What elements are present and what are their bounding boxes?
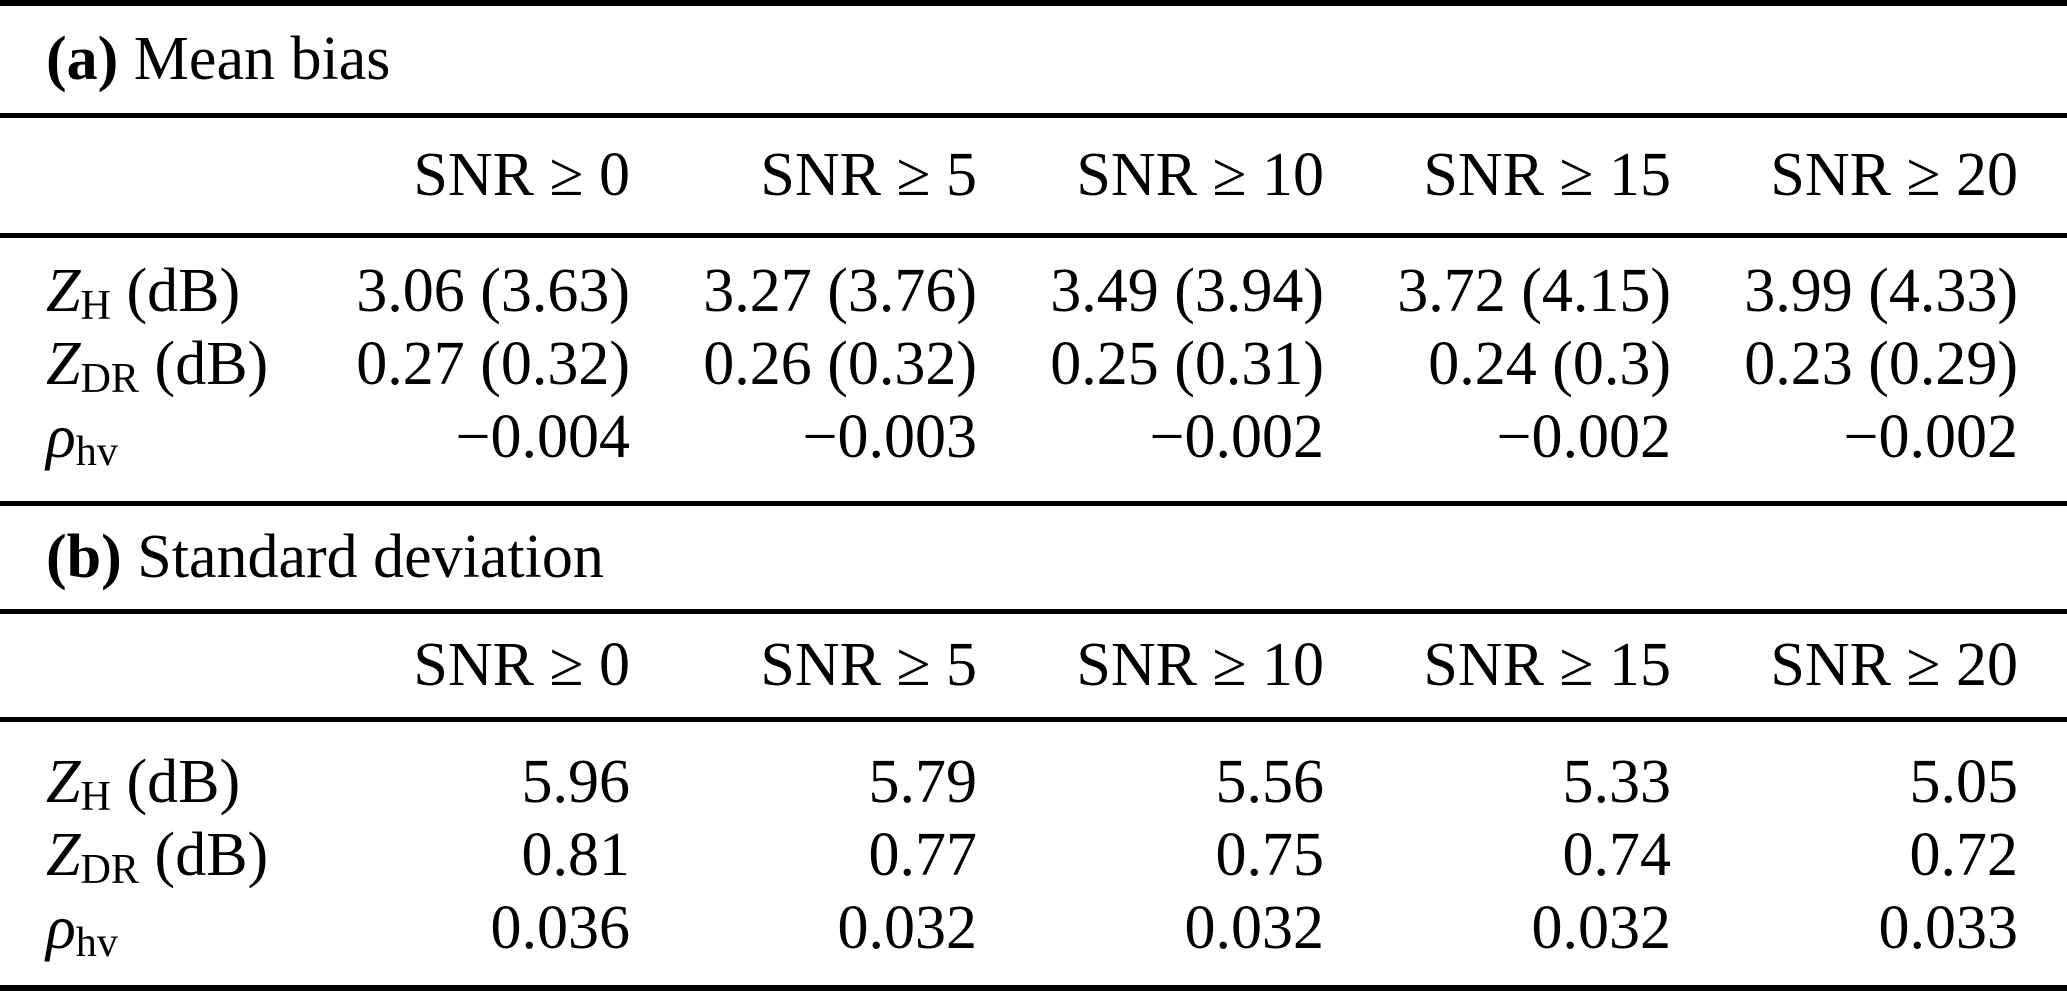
section-a-label: Mean bias [118, 25, 391, 93]
column-header-snr20: SNR ≥ 20 [1770, 631, 2018, 699]
section-a-rule-below-header [0, 233, 2067, 238]
table-row-zh-b: ZH (dB) 5.96 5.79 5.56 5.33 5.05 [0, 746, 2018, 819]
cell-value: 0.036 [490, 894, 631, 962]
cell-value: 0.26 (0.32) [703, 330, 977, 398]
table-row-rhohv-a: ρhv −0.004 −0.003 −0.002 −0.002 −0.002 [0, 401, 2018, 474]
cell-value: 5.33 [1562, 748, 1672, 816]
cell-value: 0.24 (0.3) [1428, 330, 1671, 398]
row-label-unit: (dB) [139, 330, 269, 398]
row-label-zh: ZH (dB) [0, 256, 330, 327]
section-b-label: Standard deviation [121, 523, 604, 591]
column-header-snr10: SNR ≥ 10 [1076, 631, 1324, 699]
cell-value: 0.72 [1909, 821, 2019, 889]
variable-subscript: H [80, 281, 111, 329]
cell-value: 3.72 (4.15) [1397, 257, 1671, 325]
section-b-title: (b) Standard deviation [0, 506, 2067, 609]
variable-subscript: DR [80, 354, 140, 402]
table-row-zh-a: ZH (dB) 3.06 (3.63) 3.27 (3.76) 3.49 (3.… [0, 255, 2018, 328]
cell-value: 0.74 [1562, 821, 1672, 889]
variable-subscript: H [80, 772, 111, 820]
row-label-zdr: ZDR (dB) [0, 820, 330, 891]
cell-value: 0.23 (0.29) [1744, 330, 2018, 398]
cell-value: 0.77 [868, 821, 978, 889]
row-label-unit: (dB) [110, 748, 241, 816]
section-a-tag: (a) [46, 25, 119, 93]
row-label-zdr: ZDR (dB) [0, 329, 330, 400]
cell-value: 5.79 [868, 748, 978, 816]
cell-value: −0.004 [455, 403, 630, 471]
row-label-rhohv: ρhv [0, 893, 330, 964]
column-header-snr15: SNR ≥ 15 [1423, 631, 1671, 699]
bottom-rule [0, 985, 2067, 991]
column-header-snr0: SNR ≥ 0 [413, 631, 630, 699]
column-header-snr10: SNR ≥ 10 [1076, 141, 1324, 209]
section-b-header-row: SNR ≥ 0 SNR ≥ 5 SNR ≥ 10 SNR ≥ 15 SNR ≥ … [0, 614, 2018, 717]
table-row-zdr-b: ZDR (dB) 0.81 0.77 0.75 0.74 0.72 [0, 819, 2018, 892]
cell-value: 0.81 [521, 821, 631, 889]
cell-value: −0.002 [1843, 403, 2018, 471]
variable-symbol: Z [46, 821, 81, 889]
cell-value: 0.032 [837, 894, 978, 962]
cell-value: 0.25 (0.31) [1050, 330, 1324, 398]
top-rule [0, 0, 2067, 6]
variable-symbol: Z [46, 748, 81, 816]
variable-symbol: Z [46, 330, 81, 398]
table-row-rhohv-b: ρhv 0.036 0.032 0.032 0.032 0.033 [0, 892, 2018, 965]
cell-value: 3.49 (3.94) [1050, 257, 1324, 325]
cell-value: 0.033 [1878, 894, 2019, 962]
variable-symbol: ρ [46, 403, 76, 471]
cell-value: 0.032 [1531, 894, 1672, 962]
cell-value: 0.75 [1215, 821, 1325, 889]
row-label-rhohv: ρhv [0, 402, 330, 473]
section-a-header-row: SNR ≥ 0 SNR ≥ 5 SNR ≥ 10 SNR ≥ 15 SNR ≥ … [0, 118, 2018, 233]
column-header-snr20: SNR ≥ 20 [1770, 141, 2018, 209]
row-label-unit: (dB) [139, 821, 269, 889]
section-b-tag: (b) [46, 523, 122, 591]
cell-value: 5.05 [1909, 748, 2019, 816]
cell-value: 5.56 [1215, 748, 1325, 816]
section-b-rule-below-header [0, 717, 2067, 722]
section-a-body: ZH (dB) 3.06 (3.63) 3.27 (3.76) 3.49 (3.… [0, 238, 2067, 501]
variable-subscript: hv [75, 427, 118, 475]
row-label-unit: (dB) [110, 257, 241, 325]
variable-subscript: hv [75, 918, 118, 966]
section-b-rule-above-header [0, 609, 2067, 614]
column-header-snr5: SNR ≥ 5 [760, 631, 977, 699]
column-header-snr15: SNR ≥ 15 [1423, 141, 1671, 209]
cell-value: −0.002 [1496, 403, 1671, 471]
row-label-zh: ZH (dB) [0, 747, 330, 818]
column-header-snr0: SNR ≥ 0 [413, 141, 630, 209]
section-b-body: ZH (dB) 5.96 5.79 5.56 5.33 5.05 ZDR (dB… [0, 722, 2067, 985]
cell-value: 3.99 (4.33) [1744, 257, 2018, 325]
table-row-zdr-a: ZDR (dB) 0.27 (0.32) 0.26 (0.32) 0.25 (0… [0, 328, 2018, 401]
cell-value: 3.06 (3.63) [356, 257, 630, 325]
cell-value: 0.032 [1184, 894, 1325, 962]
section-divider-rule [0, 501, 2067, 506]
section-a-title: (a) Mean bias [0, 6, 2067, 113]
section-a-rule-above-header [0, 113, 2067, 118]
cell-value: −0.003 [802, 403, 977, 471]
variable-symbol: Z [46, 257, 81, 325]
variable-subscript: DR [80, 845, 140, 893]
cell-value: 3.27 (3.76) [703, 257, 977, 325]
cell-value: −0.002 [1149, 403, 1324, 471]
variable-symbol: ρ [46, 894, 76, 962]
column-header-snr5: SNR ≥ 5 [760, 141, 977, 209]
cell-value: 5.96 [521, 748, 631, 816]
cell-value: 0.27 (0.32) [356, 330, 630, 398]
